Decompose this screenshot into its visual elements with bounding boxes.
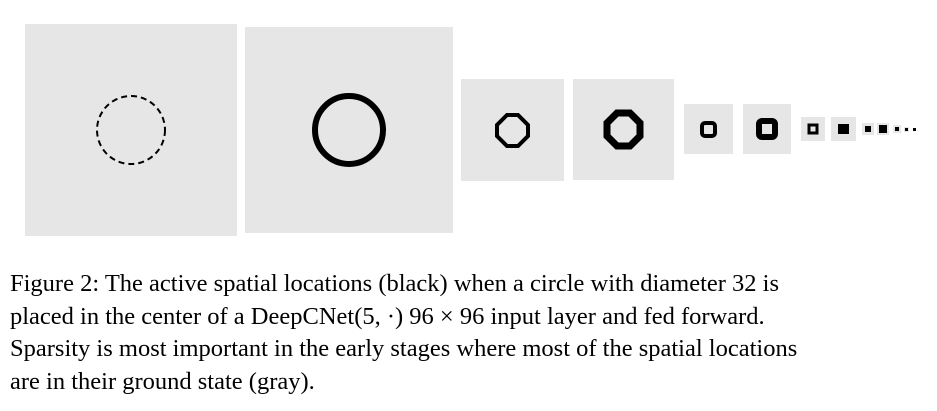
caption-line-1: Figure 2: The active spatial locations (… — [10, 268, 928, 301]
dashed-circle — [25, 24, 237, 236]
tiny-square-ring — [801, 117, 825, 141]
stage-7-pool — [801, 117, 825, 141]
stage-3-pool — [461, 79, 564, 181]
octagon-outline — [461, 79, 564, 181]
dot-square — [862, 123, 874, 135]
small-square-ring — [684, 104, 733, 154]
dot-square — [893, 125, 901, 133]
figure-caption: Figure 2: The active spatial locations (… — [10, 268, 928, 398]
stage-13-output — [913, 128, 916, 131]
thick-circle — [245, 27, 453, 233]
stage-8-conv — [831, 117, 856, 141]
figure-panels — [0, 0, 937, 250]
caption-line-4: are in their ground state (gray). — [10, 366, 928, 399]
stage-9-pool — [862, 123, 874, 135]
tiny-filled-square — [831, 117, 856, 141]
dot-square — [904, 127, 909, 132]
stage-6-conv — [743, 104, 791, 154]
dot-square — [877, 123, 889, 135]
thick-octagon — [573, 79, 674, 180]
stage-11-pool — [893, 125, 901, 133]
stage-1-input — [25, 24, 237, 236]
thick-square-ring — [743, 104, 791, 154]
stage-5-pool — [684, 104, 733, 154]
caption-line-2: placed in the center of a DeepCNet(5, ·)… — [10, 301, 928, 334]
stage-10-conv — [877, 123, 889, 135]
stage-12-conv — [904, 127, 909, 132]
caption-line-3: Sparsity is most important in the early … — [10, 333, 928, 366]
stage-2-conv — [245, 27, 453, 233]
caption-text-1: The active spatial locations (black) whe… — [105, 270, 779, 297]
stage-4-conv — [573, 79, 674, 180]
figure-label: Figure 2: — [10, 270, 99, 297]
